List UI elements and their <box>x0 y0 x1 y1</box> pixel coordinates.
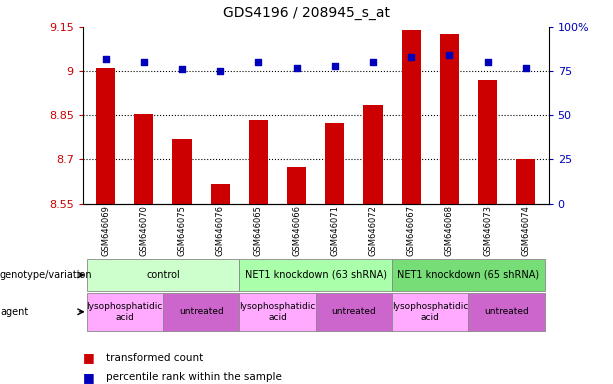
Point <box>330 63 340 69</box>
Text: agent: agent <box>0 307 28 317</box>
Text: untreated: untreated <box>332 307 376 316</box>
Bar <box>172 139 192 204</box>
Bar <box>516 159 535 204</box>
Point <box>482 59 492 65</box>
Bar <box>440 34 459 204</box>
Text: lysophosphatidic
acid: lysophosphatidic acid <box>392 302 468 321</box>
Point <box>101 56 110 62</box>
Text: control: control <box>146 270 180 280</box>
Text: GDS4196 / 208945_s_at: GDS4196 / 208945_s_at <box>223 6 390 20</box>
Bar <box>364 105 383 204</box>
Bar <box>287 167 306 204</box>
Text: untreated: untreated <box>484 307 529 316</box>
Text: percentile rank within the sample: percentile rank within the sample <box>106 372 282 382</box>
Point <box>444 52 454 58</box>
Point <box>406 54 416 60</box>
Point <box>254 59 264 65</box>
Bar <box>211 184 230 204</box>
Text: lysophosphatidic
acid: lysophosphatidic acid <box>86 302 163 321</box>
Text: genotype/variation: genotype/variation <box>0 270 93 280</box>
Bar <box>402 30 421 204</box>
Text: lysophosphatidic
acid: lysophosphatidic acid <box>239 302 316 321</box>
Bar <box>326 122 345 204</box>
Text: untreated: untreated <box>179 307 224 316</box>
Text: ■: ■ <box>83 351 94 364</box>
Bar <box>96 68 115 204</box>
Point <box>292 65 302 71</box>
Text: NET1 knockdown (63 shRNA): NET1 knockdown (63 shRNA) <box>245 270 387 280</box>
Bar <box>134 114 153 204</box>
Point <box>521 65 531 71</box>
Bar <box>249 119 268 204</box>
Text: NET1 knockdown (65 shRNA): NET1 knockdown (65 shRNA) <box>397 270 539 280</box>
Text: ■: ■ <box>83 371 94 384</box>
Point <box>139 59 149 65</box>
Bar <box>478 80 497 204</box>
Point <box>177 66 187 72</box>
Point <box>215 68 225 74</box>
Point <box>368 59 378 65</box>
Text: transformed count: transformed count <box>106 353 204 363</box>
